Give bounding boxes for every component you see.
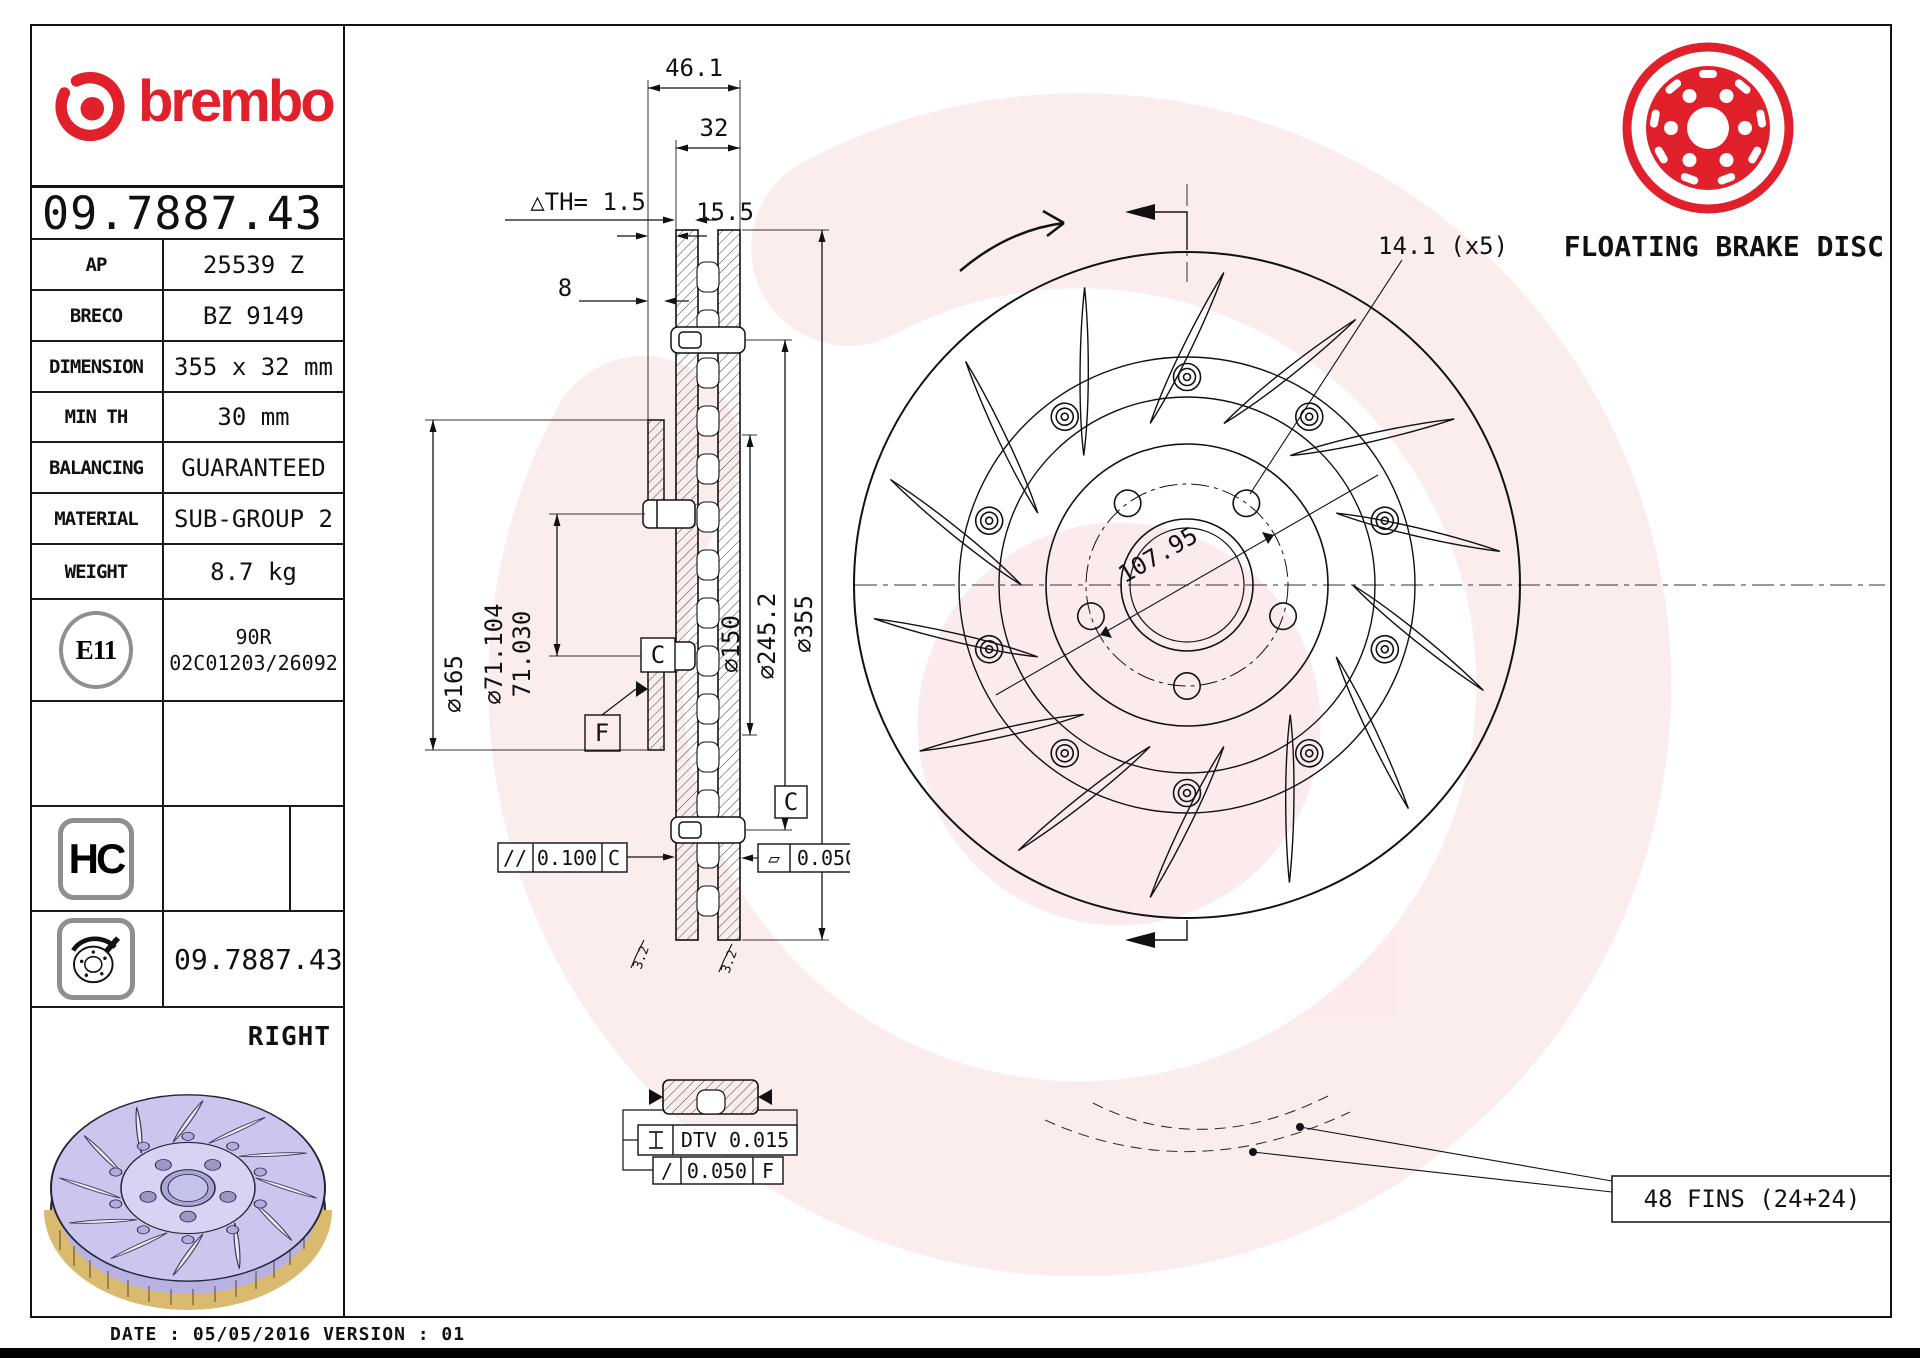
row-value: 8.7 kg <box>210 557 297 586</box>
flatness-symbol: ▱ <box>768 846 780 870</box>
runout-value: 0.050 <box>687 1159 747 1183</box>
brand-header: brembo <box>30 24 343 188</box>
runout-symbol: / <box>661 1159 673 1183</box>
table-row: BRECO BZ 9149 <box>30 291 343 342</box>
disc-illustration <box>44 1094 332 1310</box>
row-value: BZ 9149 <box>202 301 305 330</box>
parallelism-symbol: // <box>503 846 527 870</box>
pcd-dim: 107.95 <box>1113 521 1202 589</box>
row-label: MATERIAL <box>30 494 164 543</box>
homologation-line1: 90R <box>235 625 272 649</box>
bottom-bar <box>0 1348 1920 1358</box>
row-label: DIMENSION <box>30 342 164 391</box>
dia-71-104: ⌀71.104 <box>480 603 508 704</box>
cross-section-view: 46.1 32 △TH= 1.5 15.5 8 <box>425 54 850 1185</box>
datum-c-flag: C <box>651 641 665 669</box>
brand-wordmark: brembo <box>138 69 336 134</box>
dim-46-1: 46.1 <box>665 54 723 82</box>
roughness-value: 3.2 <box>719 948 741 975</box>
fins-label: 48 FINS (24+24) <box>1644 1185 1861 1213</box>
row-value: SUB-GROUP 2 <box>174 504 333 533</box>
floating-disc-icon <box>1622 42 1794 214</box>
bobbins <box>971 362 1403 808</box>
dia-165: ⌀165 <box>440 655 468 713</box>
table-row: AP 25539 Z <box>30 240 343 291</box>
homologation-line2: 02C01203/26092 <box>169 651 338 675</box>
dia-245-2: ⌀245.2 <box>753 593 781 680</box>
table-row: DIMENSION 355 x 32 mm <box>30 342 343 393</box>
table-row: BALANCING GUARANTEED <box>30 443 343 494</box>
hc-row: HC <box>30 807 343 912</box>
dia-355: ⌀355 <box>790 595 818 653</box>
dia-150: ⌀150 <box>717 615 745 673</box>
dim-8: 8 <box>558 274 572 302</box>
row-value: 25539 Z <box>202 250 305 279</box>
hc-badge: HC <box>58 817 134 900</box>
row-value: 30 mm <box>217 403 290 431</box>
row-label: BALANCING <box>30 443 164 492</box>
table-row: WEIGHT 8.7 kg <box>30 545 343 600</box>
datum-c-flag: C <box>784 788 798 816</box>
brembo-logo-icon <box>55 71 125 141</box>
orientation-label: RIGHT <box>247 1022 331 1052</box>
catalog-number: 09.7887.43 <box>174 942 343 976</box>
rotation-arrows <box>959 204 1188 948</box>
catalog-row: 09.7887.43 <box>30 912 343 1008</box>
row-label: WEIGHT <box>30 545 164 598</box>
dtv-symbol <box>649 1131 663 1149</box>
brembo-watermark-icon <box>488 93 1672 1277</box>
row-label: AP <box>30 240 164 289</box>
runout-datum: F <box>762 1159 774 1183</box>
bolt-hole-dim: 14.1 (x5) <box>1378 232 1508 260</box>
bolt-holes <box>1073 484 1301 700</box>
homologation-row: E11 90R 02C01203/26092 <box>30 600 343 702</box>
e11-badge: E11 <box>59 611 133 689</box>
empty-row <box>30 702 343 807</box>
spec-panel: brembo 09.7887.43 AP 25539 Z BRECO BZ 91… <box>30 24 345 1318</box>
parallelism-value: 0.100 <box>537 846 597 870</box>
datum-f-flag: F <box>595 719 609 747</box>
disc-icon <box>57 918 135 1000</box>
part-number: 09.7887.43 <box>30 186 343 240</box>
table-row: MIN TH 30 mm <box>30 393 343 443</box>
flatness-value: 0.050 <box>797 846 850 870</box>
view-title: FLOATING BRAKE DISC <box>1564 230 1884 263</box>
dim-15-5: 15.5 <box>696 198 754 226</box>
front-view: 14.1 (x5) 107.95 48 FINS (24+24) <box>853 42 1892 1223</box>
parallelism-datum: C <box>608 846 620 870</box>
footer-note: DATE : 05/05/2016 VERSION : 01 <box>110 1324 466 1345</box>
table-row: MATERIAL SUB-GROUP 2 <box>30 494 343 545</box>
disc-slots <box>870 272 1504 901</box>
dim-32: 32 <box>700 114 729 142</box>
row-value: 355 x 32 mm <box>174 352 333 381</box>
dim-th: △TH= 1.5 <box>530 188 646 216</box>
row-label: MIN TH <box>30 393 164 441</box>
row-label: BRECO <box>30 291 164 340</box>
dia-71-030: 71.030 <box>508 611 536 698</box>
part-number-text: 09.7887.43 <box>42 186 323 240</box>
dtv-value: DTV 0.015 <box>681 1128 789 1152</box>
roughness-value: 3.2 <box>631 944 653 971</box>
row-value: GUARANTEED <box>181 453 326 482</box>
